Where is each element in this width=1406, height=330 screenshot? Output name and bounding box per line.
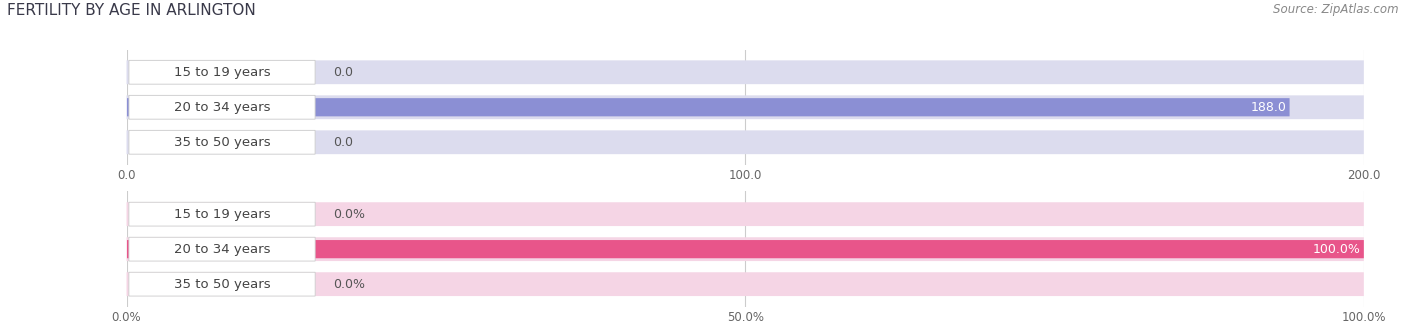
FancyBboxPatch shape — [129, 237, 315, 261]
FancyBboxPatch shape — [127, 98, 1289, 116]
Text: 20 to 34 years: 20 to 34 years — [174, 101, 271, 114]
FancyBboxPatch shape — [129, 272, 315, 296]
FancyBboxPatch shape — [129, 95, 315, 119]
FancyBboxPatch shape — [127, 272, 1364, 296]
Text: 35 to 50 years: 35 to 50 years — [174, 278, 271, 291]
Text: 0.0%: 0.0% — [333, 208, 366, 221]
Text: 0.0: 0.0 — [333, 66, 353, 79]
Text: 0.0%: 0.0% — [333, 278, 366, 291]
FancyBboxPatch shape — [127, 237, 1364, 261]
Text: 188.0: 188.0 — [1250, 101, 1286, 114]
Text: 35 to 50 years: 35 to 50 years — [174, 136, 271, 149]
FancyBboxPatch shape — [129, 130, 315, 154]
Text: Source: ZipAtlas.com: Source: ZipAtlas.com — [1274, 3, 1399, 16]
Text: 15 to 19 years: 15 to 19 years — [174, 208, 271, 221]
Text: 20 to 34 years: 20 to 34 years — [174, 243, 271, 256]
FancyBboxPatch shape — [129, 202, 315, 226]
Text: FERTILITY BY AGE IN ARLINGTON: FERTILITY BY AGE IN ARLINGTON — [7, 3, 256, 18]
FancyBboxPatch shape — [127, 130, 1364, 154]
Text: 100.0%: 100.0% — [1312, 243, 1360, 256]
FancyBboxPatch shape — [129, 60, 315, 84]
Text: 15 to 19 years: 15 to 19 years — [174, 66, 271, 79]
Text: 0.0: 0.0 — [333, 136, 353, 149]
FancyBboxPatch shape — [127, 202, 1364, 226]
FancyBboxPatch shape — [127, 60, 1364, 84]
FancyBboxPatch shape — [127, 240, 1364, 258]
FancyBboxPatch shape — [127, 95, 1364, 119]
